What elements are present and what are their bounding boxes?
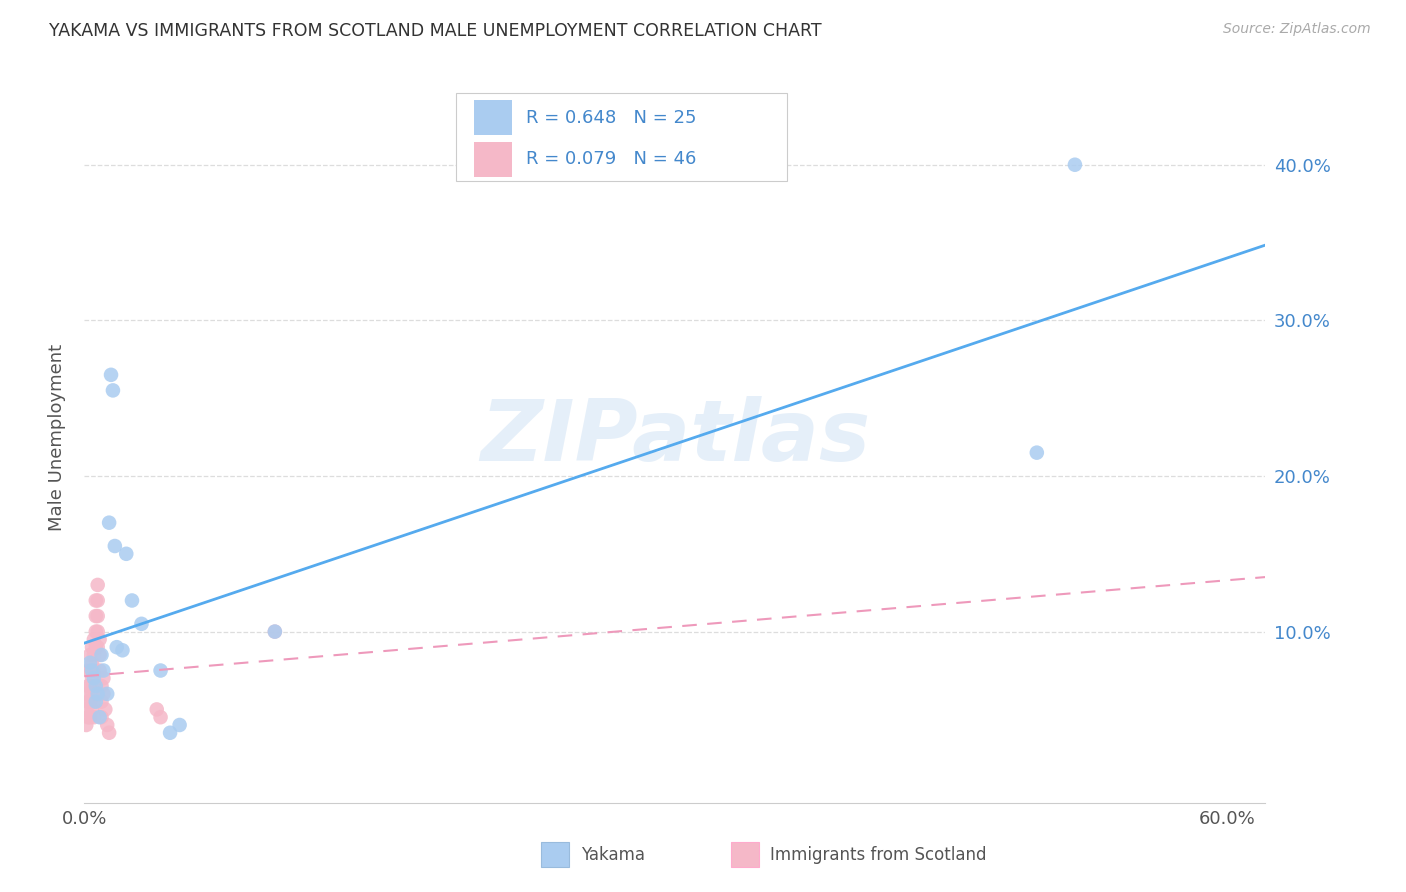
Point [83, 695, 105, 709]
Point [93, 664, 115, 678]
Point [90, 679, 112, 693]
Point [80, 687, 103, 701]
Point [145, 702, 167, 716]
Point [105, 640, 128, 655]
Point [83, 671, 105, 685]
Point [83, 710, 105, 724]
Point [80, 640, 103, 655]
Point [89, 632, 111, 647]
Point [263, 624, 285, 639]
FancyBboxPatch shape [474, 100, 512, 136]
Point [75, 687, 97, 701]
Point [94, 702, 117, 716]
Point [89, 648, 111, 662]
Point [86, 609, 108, 624]
Point [96, 718, 118, 732]
Point [77, 710, 100, 724]
Point [98, 725, 121, 739]
Point [1064, 158, 1087, 172]
Point [100, 368, 122, 382]
Text: YAKAMA VS IMMIGRANTS FROM SCOTLAND MALE UNEMPLOYMENT CORRELATION CHART: YAKAMA VS IMMIGRANTS FROM SCOTLAND MALE … [49, 22, 823, 40]
Point [121, 593, 143, 607]
Point [77, 664, 100, 678]
Point [79, 648, 101, 662]
Point [84, 624, 107, 639]
Point [84, 695, 107, 709]
Text: Yakama: Yakama [581, 846, 645, 863]
Point [90, 710, 112, 724]
Point [84, 609, 107, 624]
Point [86, 593, 108, 607]
Text: ZIPatlas: ZIPatlas [479, 395, 870, 479]
Point [83, 648, 105, 662]
Point [75, 702, 97, 716]
Point [104, 539, 127, 553]
Point [84, 679, 107, 693]
Point [263, 624, 285, 639]
Point [86, 687, 108, 701]
Point [83, 632, 105, 647]
Point [80, 671, 103, 685]
Point [80, 702, 103, 716]
Point [111, 643, 134, 657]
Point [131, 616, 153, 631]
Point [80, 656, 103, 670]
FancyBboxPatch shape [731, 842, 759, 867]
Point [1025, 445, 1047, 459]
Text: Source: ZipAtlas.com: Source: ZipAtlas.com [1223, 22, 1371, 37]
Point [115, 547, 138, 561]
Point [89, 664, 111, 678]
Point [93, 671, 115, 685]
Point [77, 695, 100, 709]
Point [79, 679, 101, 693]
Point [83, 679, 105, 693]
FancyBboxPatch shape [541, 842, 569, 867]
Point [79, 695, 101, 709]
Point [89, 710, 111, 724]
Point [84, 593, 107, 607]
Point [75, 718, 97, 732]
FancyBboxPatch shape [474, 142, 512, 177]
Point [149, 710, 172, 724]
Point [98, 516, 121, 530]
FancyBboxPatch shape [457, 94, 787, 181]
Point [90, 695, 112, 709]
Point [80, 664, 103, 678]
Point [90, 648, 112, 662]
Point [86, 578, 108, 592]
Y-axis label: Male Unemployment: Male Unemployment [48, 343, 66, 531]
Point [79, 710, 101, 724]
Point [149, 664, 172, 678]
Point [84, 640, 107, 655]
Point [93, 687, 115, 701]
Point [86, 624, 108, 639]
Point [77, 679, 100, 693]
Point [169, 718, 191, 732]
Point [79, 656, 101, 670]
Point [101, 384, 124, 398]
Point [159, 725, 181, 739]
Text: Immigrants from Scotland: Immigrants from Scotland [770, 846, 987, 863]
Text: R = 0.079   N = 46: R = 0.079 N = 46 [526, 150, 696, 168]
Point [86, 640, 108, 655]
Text: R = 0.648   N = 25: R = 0.648 N = 25 [526, 109, 696, 127]
Point [79, 664, 101, 678]
Point [96, 687, 118, 701]
Point [83, 664, 105, 678]
